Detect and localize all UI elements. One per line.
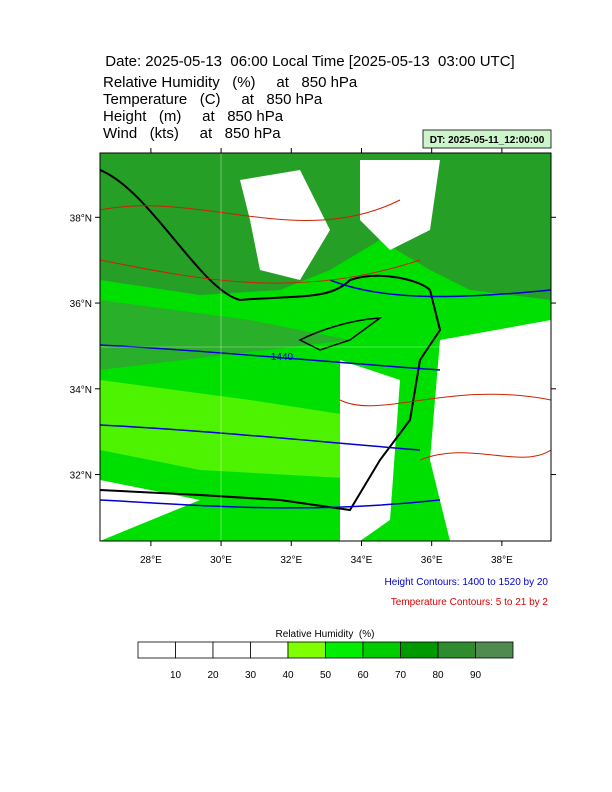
field-line: Height (m) at 850 hPa [103,108,284,125]
colorbar-box [175,641,214,659]
lat-tick-label: 34°N [70,385,92,396]
title: Date: 2025-05-13 06:00 Local Time [2025-… [105,53,514,70]
colorbar-label: 20 [207,670,219,681]
temperature-note: Temperature Contours: 5 to 21 by 2 [391,597,549,608]
colorbar-box [212,641,251,659]
lon-tick-label: 38°E [491,555,513,566]
contour-label: 1440 [271,352,294,363]
colorbar-box [287,641,326,659]
colorbar-label: 50 [320,670,332,681]
colorbar-box [437,641,476,659]
colorbar-label: 60 [357,670,369,681]
colorbar-box [475,641,514,659]
height-note: Height Contours: 1400 to 1520 by 20 [385,577,549,588]
map-frame [99,152,552,542]
colorbar-label: 90 [470,670,482,681]
map-ticks: 32°N 34°N 36°N 38°N 28°E 30°E 32°E 34°E 36°E 38°E [70,148,556,566]
lon-tick-label: 30°E [210,555,232,566]
colorbar-box [362,641,401,659]
field-line: Temperature (C) at 850 hPa [103,91,323,108]
lon-tick-label: 32°E [280,555,302,566]
colorbar-label: 80 [432,670,444,681]
colorbar-box [250,641,289,659]
colorbar-label: 30 [245,670,257,681]
lon-tick-label: 28°E [140,555,162,566]
map-field [100,153,551,541]
colorbar-box [137,641,176,659]
init-time-box [422,129,552,149]
field-line: Wind (kts) at 850 hPa [103,125,281,142]
colorbar-label: 40 [282,670,294,681]
init-time: DT: 2025-05-11_12:00:00 [430,135,545,146]
field-line: Relative Humidity (%) at 850 hPa [103,74,358,91]
colorbar-title: Relative Humidity (%) [276,629,375,640]
colorbar-label: 10 [170,670,182,681]
colorbar-box [400,641,439,659]
lat-tick-label: 36°N [70,299,92,310]
field-list: Relative Humidity (%) at 850 hPaTemperat… [103,74,358,142]
colorbar: 10 20 30 40 50 60 70 80 90 [137,641,514,681]
lat-tick-label: 38°N [70,213,92,224]
lat-tick-label: 32°N [70,471,92,482]
lon-tick-label: 34°E [351,555,373,566]
lon-tick-label: 36°E [421,555,443,566]
colorbar-label: 70 [395,670,407,681]
colorbar-box [325,641,364,659]
